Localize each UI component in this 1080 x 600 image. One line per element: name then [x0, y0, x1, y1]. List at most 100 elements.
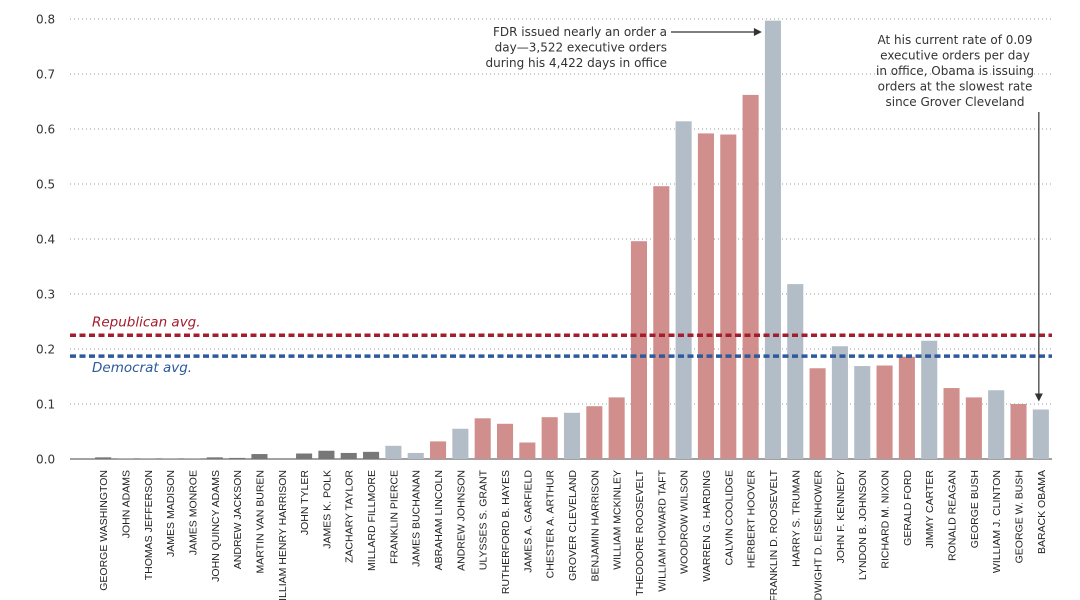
y-tick-label: 0.7 [36, 68, 55, 82]
category-label: ZACHARY TAYLOR [344, 470, 356, 563]
category-label: MILLARD FILLMORE [366, 470, 378, 571]
obama-annotation-line: orders at the slowest rate [878, 80, 1033, 94]
category-label: CALVIN COOLIDGE [723, 470, 735, 566]
obama-annotation-line: in office, Obama is issuing [876, 64, 1034, 78]
bars [95, 20, 1049, 460]
category-label: WILLIAM J. CLINTON [991, 470, 1003, 573]
bar [764, 20, 781, 460]
bar [653, 186, 670, 459]
category-label: WILLIAM HOWARD TAFT [656, 469, 668, 591]
bar [586, 406, 603, 459]
y-tick-label: 0.5 [36, 178, 55, 192]
bar [965, 397, 982, 459]
category-label: ABRAHAM LINCOLN [433, 470, 445, 570]
bar [519, 442, 536, 459]
bar [184, 458, 201, 459]
bar [496, 423, 514, 459]
obama-annotation-line: since Grover Cleveland [885, 95, 1024, 109]
category-label: GEORGE W. BUSH [1014, 470, 1026, 563]
fdr-annotation-line: day—3,522 executive orders [495, 41, 667, 55]
category-label: HARRY S. TRUMAN [790, 470, 802, 567]
bar [251, 454, 268, 459]
category-label: JAMES A. GARFIELD [522, 470, 534, 573]
bar [809, 368, 826, 459]
fdr-annotation-line: FDR issued nearly an order a [493, 25, 667, 39]
category-label: THOMAS JEFFERSON [143, 470, 155, 580]
bar [787, 284, 804, 459]
bar [318, 450, 335, 459]
y-tick-label: 0.6 [36, 123, 55, 137]
bar [742, 94, 759, 460]
category-label: WARREN G. HARDING [701, 470, 713, 582]
category-label: JAMES BUCHANAN [411, 470, 423, 567]
obama-annotation-line: At his current rate of 0.09 [878, 33, 1033, 47]
category-label: JOHN QUINCY ADAMS [210, 470, 222, 582]
bar [162, 458, 179, 459]
bar [407, 452, 424, 459]
category-label: MARTIN VAN BUREN [254, 470, 266, 573]
category-label: ULYSSES S. GRANT [478, 469, 490, 570]
y-tick-label: 0.4 [36, 233, 55, 247]
bar [1032, 409, 1049, 459]
category-label: ANDREW JOHNSON [455, 470, 467, 571]
category-label: CHESTER A. ARTHUR [545, 470, 557, 579]
category-label: JIMMY CARTER [924, 470, 936, 549]
category-label: JAMES K. POLK [321, 470, 333, 549]
category-label: HERBERT HOOVER [746, 470, 758, 569]
category-label: RONALD REAGAN [947, 470, 959, 561]
democrat-average-label: Democrat avg. [92, 360, 192, 376]
bar [697, 133, 714, 459]
category-label: THEODORE ROOSEVELT [634, 469, 646, 595]
category-label: ANDREW JACKSON [232, 470, 244, 569]
category-label: JOHN TYLER [299, 470, 311, 536]
bar [474, 418, 491, 459]
bar [452, 428, 469, 459]
y-tick-label: 0.8 [36, 13, 55, 27]
bar [988, 390, 1005, 459]
category-label: LYNDON B. JOHNSON [857, 470, 869, 580]
category-label: JOHN ADAMS [120, 470, 132, 538]
bar [943, 388, 960, 459]
bar [1010, 404, 1027, 459]
category-label: RICHARD M. NIXON [880, 470, 892, 569]
bar [630, 241, 648, 459]
category-label: JOHN F. KENNEDY [835, 470, 847, 563]
x-axis-category-labels: GEORGE WASHINGTON JOHN ADAMS THOMAS JEFFER… [98, 469, 1048, 600]
y-tick-label: 0.1 [36, 398, 55, 412]
bar [854, 366, 871, 459]
category-label: BARACK OBAMA [1036, 470, 1048, 554]
bar [340, 452, 357, 459]
category-label: WILLIAM MCKINLEY [612, 470, 624, 570]
y-axis-tick-labels: 0.0 0.1 0.2 0.3 0.4 0.5 0.6 0.7 0.8 [36, 13, 55, 467]
bar [608, 397, 625, 459]
category-label: WILLIAM HENRY HARRISON [277, 470, 289, 600]
category-label: FRANKLIN D. ROOSEVELT [768, 469, 780, 600]
bar [206, 457, 223, 459]
bar [363, 451, 380, 459]
category-label: FRANKLIN PIERCE [388, 470, 400, 564]
bar [95, 457, 112, 459]
bar [898, 356, 915, 459]
bar [385, 445, 402, 459]
category-label: JAMES MONROE [187, 470, 199, 555]
y-tick-label: 0.2 [36, 343, 55, 357]
y-tick-label: 0.0 [36, 453, 55, 467]
category-label: GERALD FORD [902, 470, 914, 546]
bar [921, 340, 938, 459]
bar [229, 457, 246, 459]
category-label: GEORGE WASHINGTON [98, 470, 110, 591]
bar [430, 441, 447, 459]
category-label: WOODROW WILSON [679, 470, 691, 574]
bar [541, 417, 558, 459]
obama-annotation-arrow-head [1034, 393, 1043, 402]
fdr-annotation-line: during his 4,422 days in office [485, 56, 667, 70]
category-label: GEORGE BUSH [969, 470, 981, 548]
bar [139, 458, 156, 459]
bar [296, 453, 313, 459]
bar [675, 121, 692, 460]
category-label: JAMES MADISON [165, 470, 177, 557]
category-label: DWIGHT D. EISENHOWER [813, 470, 825, 600]
republican-average-label: Republican avg. [92, 314, 201, 330]
bar [876, 365, 893, 459]
